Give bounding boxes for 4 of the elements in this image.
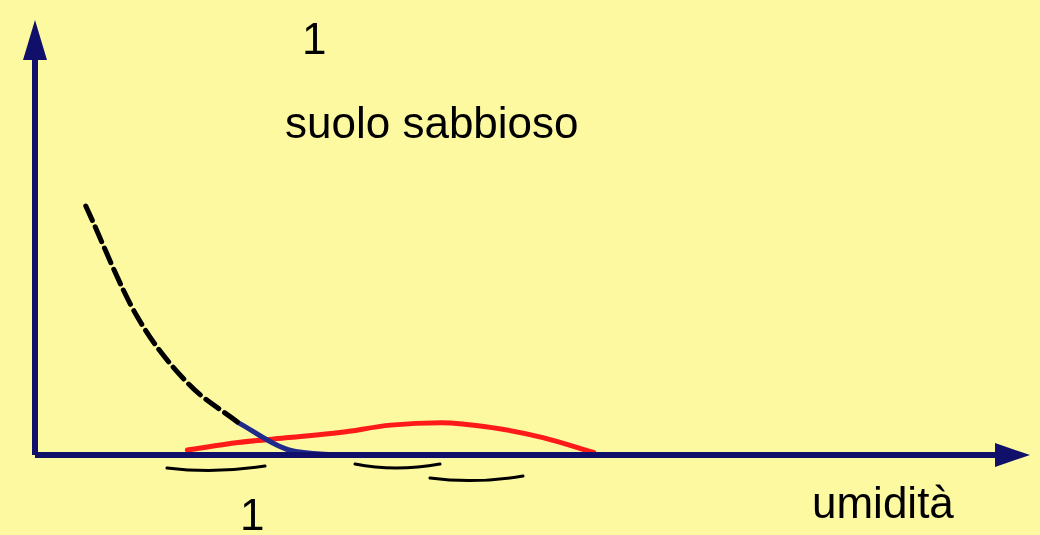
text: 1 [240,490,265,535]
chart-title: suolo sabbioso [285,98,579,148]
text: 1 [302,14,327,64]
x-axis-title: umidità [812,478,954,528]
